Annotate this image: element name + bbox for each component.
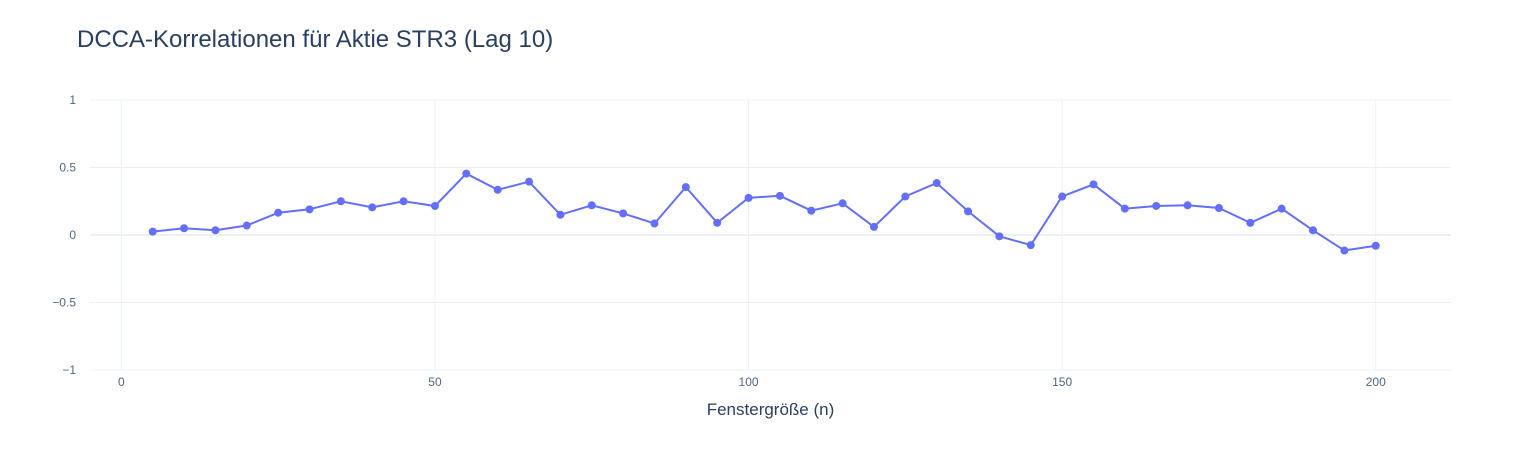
data-point — [587, 201, 596, 210]
data-point — [869, 222, 878, 231]
data-point — [1152, 201, 1161, 210]
data-point — [713, 218, 722, 227]
data-point — [1277, 204, 1286, 213]
data-point — [650, 219, 659, 228]
x-tick-label: 50 — [428, 375, 442, 389]
data-point — [1340, 246, 1349, 255]
x-axis-title: Fenstergröße (n) — [707, 400, 835, 419]
data-point — [368, 203, 377, 212]
data-point — [1309, 226, 1318, 235]
data-point — [493, 185, 502, 194]
y-tick-label: 0.5 — [59, 161, 76, 175]
data-point — [180, 224, 189, 233]
data-point — [744, 193, 753, 202]
data-point — [1058, 192, 1067, 201]
data-point — [838, 199, 847, 208]
data-point — [430, 201, 439, 210]
data-point — [211, 226, 220, 235]
data-point — [305, 205, 314, 214]
data-point — [462, 169, 471, 178]
data-point — [1120, 204, 1129, 213]
data-point — [556, 210, 565, 219]
y-tick-label: 1 — [69, 93, 76, 107]
x-tick-label: 150 — [1052, 375, 1072, 389]
data-point — [1026, 241, 1035, 250]
data-point — [148, 227, 157, 236]
data-point — [274, 208, 283, 217]
y-tick-label: −1 — [62, 363, 76, 377]
data-point — [1371, 241, 1380, 250]
y-tick-label: −0.5 — [52, 296, 76, 310]
x-tick-label: 100 — [739, 375, 759, 389]
data-point — [995, 232, 1004, 241]
data-point — [1183, 201, 1192, 210]
data-point — [525, 177, 534, 186]
data-point — [1246, 218, 1255, 227]
data-point — [901, 192, 910, 201]
data-point — [964, 207, 973, 216]
data-point — [932, 179, 941, 188]
data-point — [1214, 204, 1223, 212]
data-point — [681, 183, 690, 192]
y-tick-label: 0 — [69, 228, 76, 242]
chart-title: DCCA-Korrelationen für Aktie STR3 (Lag 1… — [77, 26, 554, 53]
data-point — [242, 221, 251, 230]
series-line — [152, 172, 1376, 252]
data-point — [775, 191, 784, 200]
x-tick-label: 0 — [118, 375, 125, 389]
data-point — [619, 209, 628, 218]
x-tick-label: 200 — [1366, 375, 1386, 389]
data-point — [807, 206, 816, 215]
data-point — [1089, 180, 1098, 189]
data-point — [336, 197, 345, 206]
data-point — [399, 197, 408, 206]
